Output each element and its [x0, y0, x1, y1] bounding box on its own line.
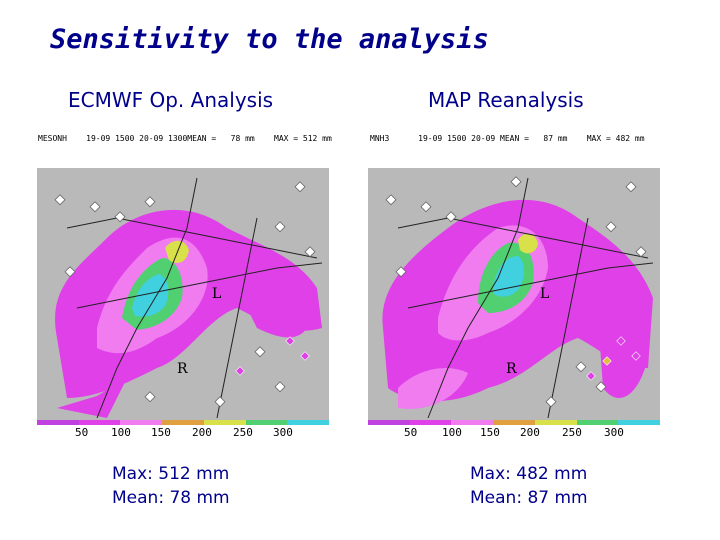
- right-colorbar-ticks: 50 100 150 200 250 300: [368, 426, 660, 440]
- tick-label: 100: [442, 426, 462, 439]
- svg-text:L: L: [540, 286, 549, 302]
- slide-title: Sensitivity to the analysis: [50, 24, 489, 55]
- left-colorbar-ticks: 50 100 150 200 250 300: [37, 426, 329, 440]
- left-colorbar: [37, 420, 330, 425]
- right-panel-heading: MAP Reanalysis: [428, 88, 584, 112]
- tick-label: 50: [75, 426, 89, 439]
- tick-label: 300: [273, 426, 293, 439]
- right-map-graphic: L R: [368, 168, 660, 420]
- tick-label: 100: [111, 426, 131, 439]
- left-stats: Max: 512 mm Mean: 78 mm: [112, 462, 230, 510]
- right-colorbar: [368, 420, 661, 425]
- left-panel-heading: ECMWF Op. Analysis: [68, 88, 274, 112]
- right-panel-caption: MNH3 19-09 1500 20-09 MEAN = 87 mm MAX =…: [370, 134, 645, 143]
- tick-label: 250: [233, 426, 253, 439]
- svg-text:R: R: [506, 361, 517, 377]
- left-panel-caption: MESONH 19-09 1500 20-09 1300MEAN = 78 mm…: [38, 134, 332, 143]
- right-mean-value: Mean: 87 mm: [470, 488, 588, 508]
- left-precip-map: L R: [37, 168, 329, 420]
- tick-label: 250: [562, 426, 582, 439]
- svg-text:L: L: [212, 286, 221, 302]
- svg-text:R: R: [177, 361, 188, 377]
- tick-label: 150: [151, 426, 171, 439]
- right-precip-map: L R: [368, 168, 660, 420]
- left-map-graphic: L R: [37, 168, 329, 420]
- tick-label: 200: [192, 426, 212, 439]
- left-max-value: Max: 512 mm: [112, 464, 230, 484]
- left-mean-value: Mean: 78 mm: [112, 488, 230, 508]
- right-max-value: Max: 482 mm: [470, 464, 588, 484]
- tick-label: 50: [404, 426, 418, 439]
- tick-label: 200: [520, 426, 540, 439]
- tick-label: 300: [604, 426, 624, 439]
- tick-label: 150: [480, 426, 500, 439]
- right-stats: Max: 482 mm Mean: 87 mm: [470, 462, 588, 510]
